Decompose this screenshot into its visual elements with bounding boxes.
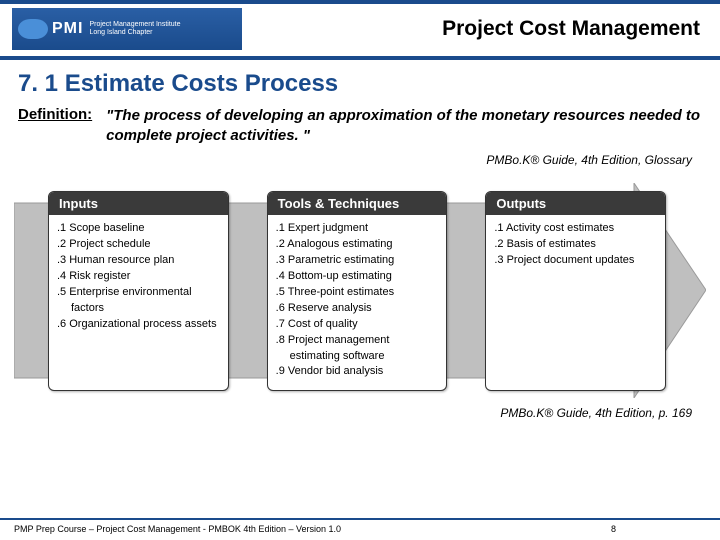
logo-line1: Project Management Institute — [89, 21, 180, 29]
footer: PMP Prep Course – Project Cost Managemen… — [0, 518, 720, 540]
ito-header: Outputs — [486, 192, 665, 215]
footer-left: PMP Prep Course – Project Cost Managemen… — [14, 524, 341, 534]
ito-item: .2 Analogous estimating — [276, 237, 439, 253]
ito-item: .4 Bottom-up estimating — [276, 269, 439, 285]
citation-page: PMBo.K® Guide, 4th Edition, p. 169 — [0, 398, 720, 420]
ito-item: .1 Activity cost estimates — [494, 221, 657, 237]
ito-item: .3 Parametric estimating — [276, 253, 439, 269]
ito-item: .6 Reserve analysis — [276, 301, 439, 317]
citation-glossary: PMBo.K® Guide, 4th Edition, Glossary — [0, 149, 720, 173]
page-number: 8 — [611, 524, 706, 534]
ito-diagram: Inputs.1 Scope baseline.2 Project schedu… — [14, 183, 706, 398]
ito-box: Inputs.1 Scope baseline.2 Project schedu… — [48, 191, 229, 391]
page-title: Project Cost Management — [242, 17, 708, 41]
ito-item: .3 Project document updates — [494, 253, 657, 269]
ito-item: .1 Expert judgment — [276, 221, 439, 237]
logo-line2: Long Island Chapter — [89, 29, 180, 37]
ito-header: Inputs — [49, 192, 228, 215]
ito-item: .8 Project management estimating softwar… — [276, 333, 439, 365]
globe-icon — [18, 19, 48, 39]
ito-item: .9 Vendor bid analysis — [276, 364, 439, 380]
ito-body: .1 Activity cost estimates.2 Basis of es… — [486, 215, 665, 279]
ito-item: .5 Enterprise environmental factors — [57, 285, 220, 317]
header: PMI Project Management Institute Long Is… — [0, 4, 720, 54]
definition-row: Definition: "The process of developing a… — [0, 104, 720, 149]
ito-box: Tools & Techniques.1 Expert judgment.2 A… — [267, 191, 448, 391]
definition-text: "The process of developing an approximat… — [106, 106, 702, 145]
ito-item: .3 Human resource plan — [57, 253, 220, 269]
ito-item: .6 Organizational process assets — [57, 317, 220, 333]
header-divider — [0, 56, 720, 60]
pmi-logo: PMI Project Management Institute Long Is… — [12, 8, 242, 50]
ito-item: .4 Risk register — [57, 269, 220, 285]
logo-pmi-text: PMI — [52, 20, 83, 38]
ito-item: .2 Project schedule — [57, 237, 220, 253]
ito-columns: Inputs.1 Scope baseline.2 Project schedu… — [48, 191, 666, 391]
ito-box: Outputs.1 Activity cost estimates.2 Basi… — [485, 191, 666, 391]
ito-item: .1 Scope baseline — [57, 221, 220, 237]
ito-item: .7 Cost of quality — [276, 317, 439, 333]
ito-body: .1 Scope baseline.2 Project schedule.3 H… — [49, 215, 228, 343]
logo-text: Project Management Institute Long Island… — [89, 21, 180, 36]
definition-label: Definition: — [18, 106, 92, 145]
ito-body: .1 Expert judgment.2 Analogous estimatin… — [268, 215, 447, 390]
ito-item: .2 Basis of estimates — [494, 237, 657, 253]
ito-header: Tools & Techniques — [268, 192, 447, 215]
ito-item: .5 Three-point estimates — [276, 285, 439, 301]
section-heading: 7. 1 Estimate Costs Process — [0, 68, 720, 104]
